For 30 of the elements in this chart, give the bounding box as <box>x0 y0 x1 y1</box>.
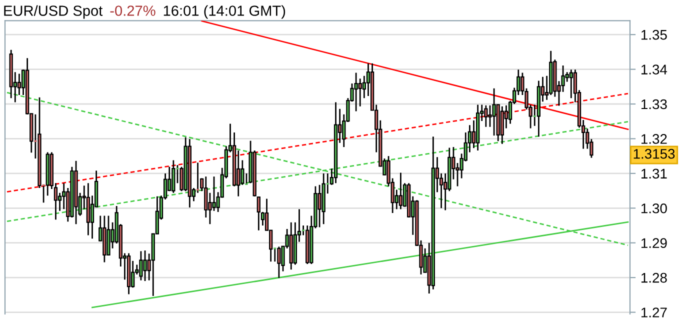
candlestick <box>354 72 358 112</box>
candlestick <box>569 68 573 99</box>
candlestick <box>318 184 322 228</box>
candlestick <box>256 196 260 232</box>
candlestick <box>139 250 143 282</box>
candlestick <box>398 172 403 210</box>
candlestick <box>565 71 569 82</box>
candlestick <box>240 160 244 186</box>
candlestick <box>143 250 147 282</box>
y-tick-label: 1.28 <box>641 272 667 283</box>
y-tick-label: 1.31 <box>641 168 667 179</box>
candlestick <box>212 176 216 212</box>
candlestick <box>358 78 362 108</box>
y-tick-label: 1.27 <box>641 308 667 318</box>
candlestick <box>172 160 176 194</box>
candlestick <box>484 104 488 128</box>
y-tick-label: 1.30 <box>641 203 667 214</box>
y-tick-label: 1.29 <box>641 238 667 248</box>
y-tick-label: 1.33 <box>641 99 667 110</box>
text: -0.27% <box>110 6 156 16</box>
y-tick-label: 1.34 <box>641 64 668 74</box>
chart-title: EUR/USD Spot <box>4 5 103 19</box>
y-tick-label: 1.35 <box>641 30 667 40</box>
candlestick <box>277 246 281 279</box>
text: 1.3153 <box>634 148 675 159</box>
candlestick <box>500 106 504 145</box>
y-tick-label: 1.32 <box>641 134 667 144</box>
candlestick <box>492 88 496 136</box>
text: 16:01 (14:01 GMT) <box>164 5 286 19</box>
candlestick <box>204 176 208 218</box>
